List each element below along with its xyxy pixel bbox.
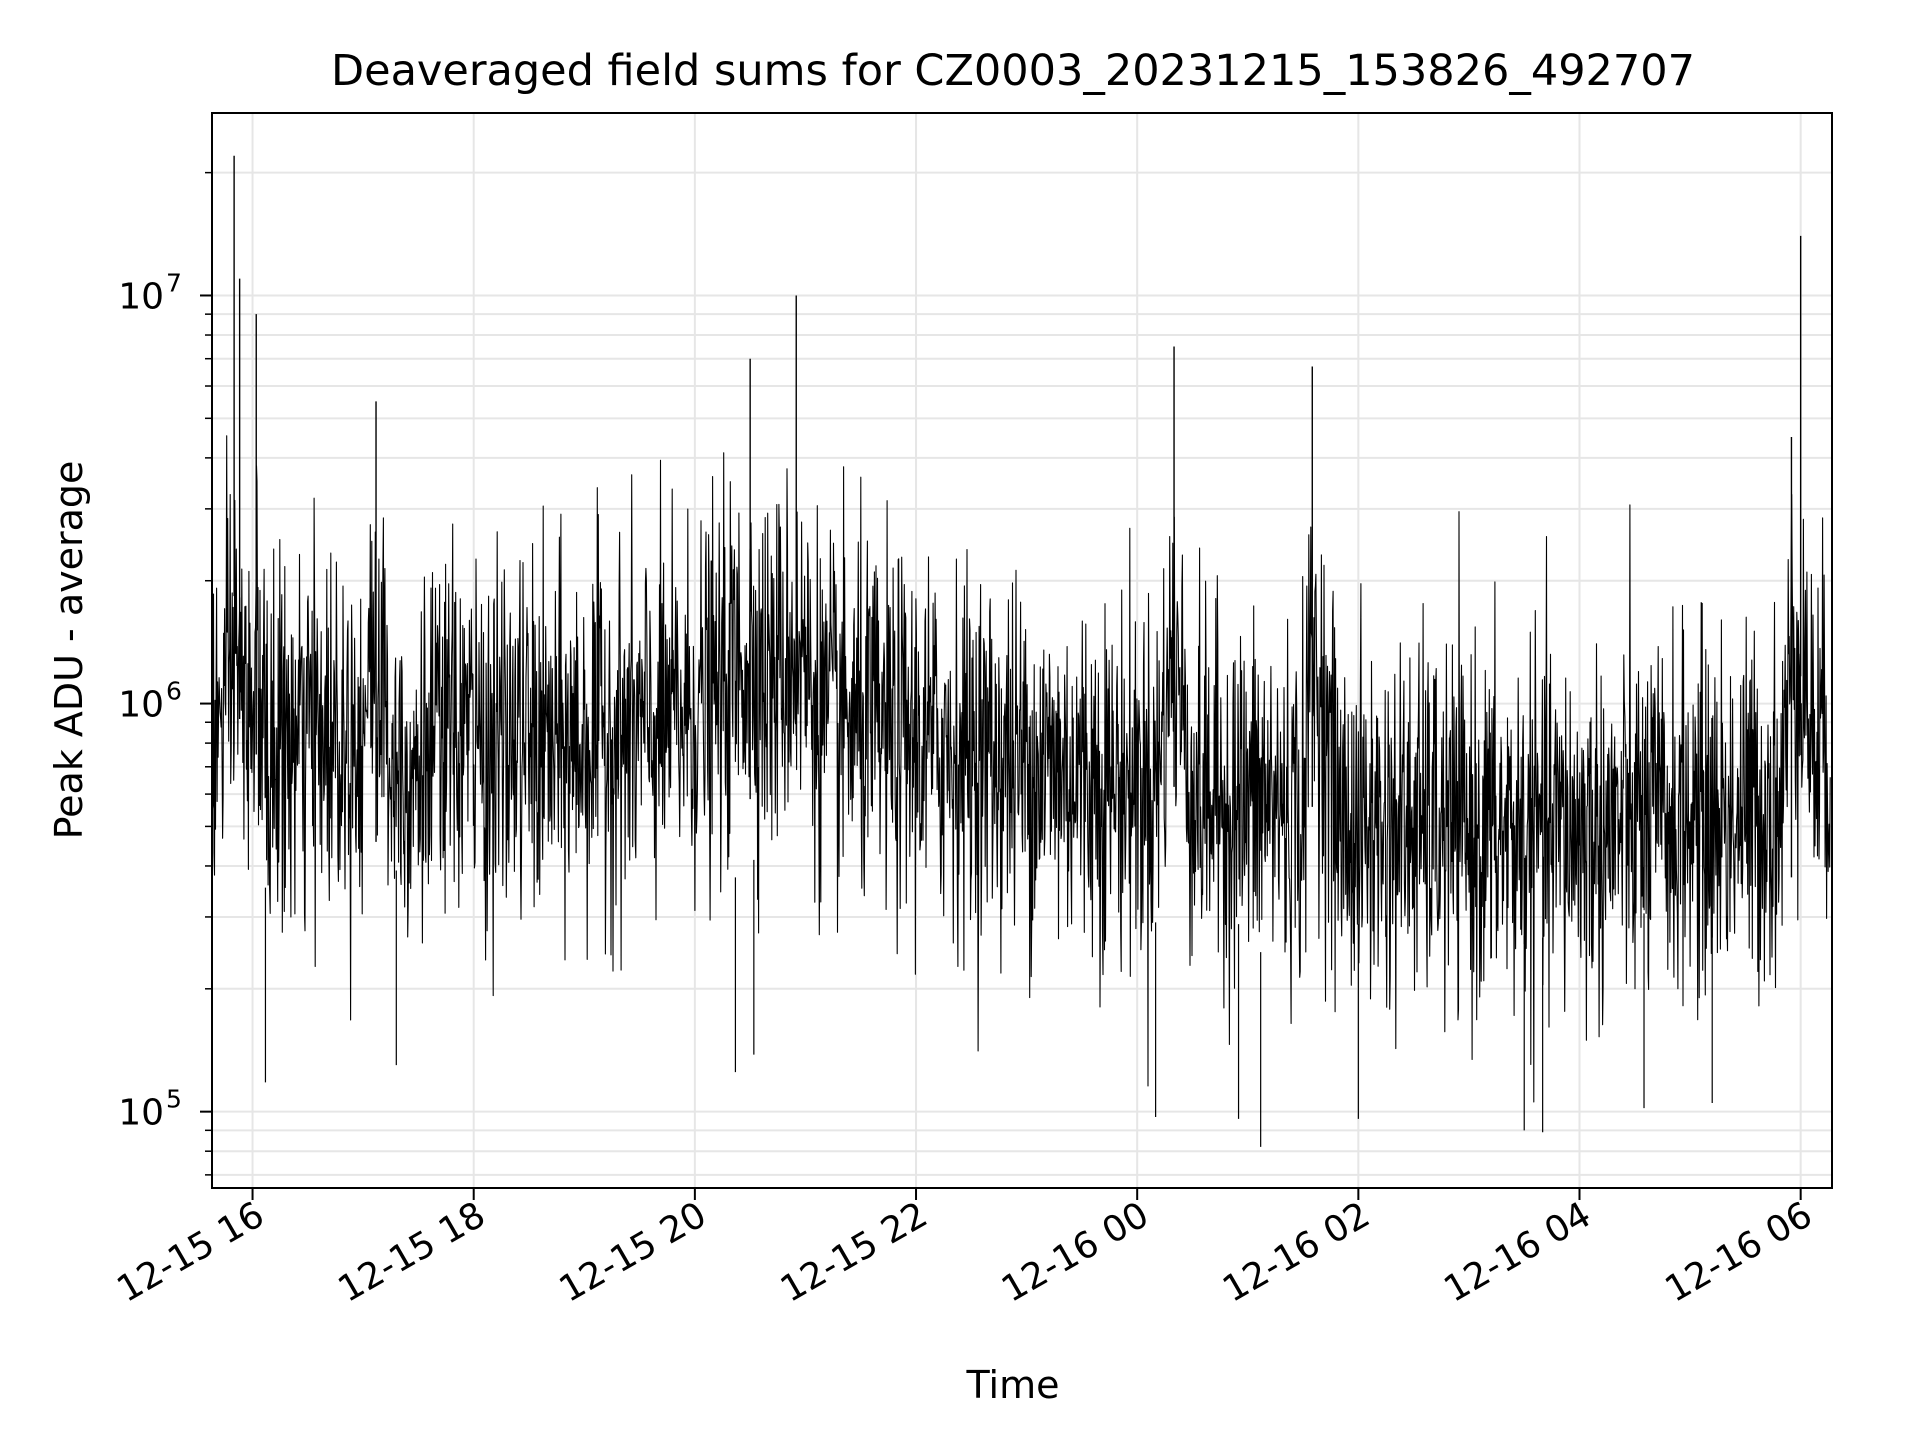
chart-title: Deaveraged field sums for CZ0003_2023121…	[331, 46, 1695, 96]
series-line	[211, 435, 1831, 1103]
y-tick-exponent: 7	[166, 268, 182, 297]
plot-frame	[211, 112, 1833, 1189]
x-axis-label: Time	[966, 1363, 1060, 1407]
y-tick-exponent: 6	[166, 677, 182, 706]
y-tick-label: 10	[118, 276, 164, 317]
y-tick-exponent: 5	[166, 1085, 182, 1114]
y-axis-label: Peak ADU - average	[47, 461, 91, 840]
y-tick-label: 10	[118, 685, 164, 726]
y-tick-label: 10	[118, 1093, 164, 1134]
series-line-layer	[211, 155, 1831, 1147]
